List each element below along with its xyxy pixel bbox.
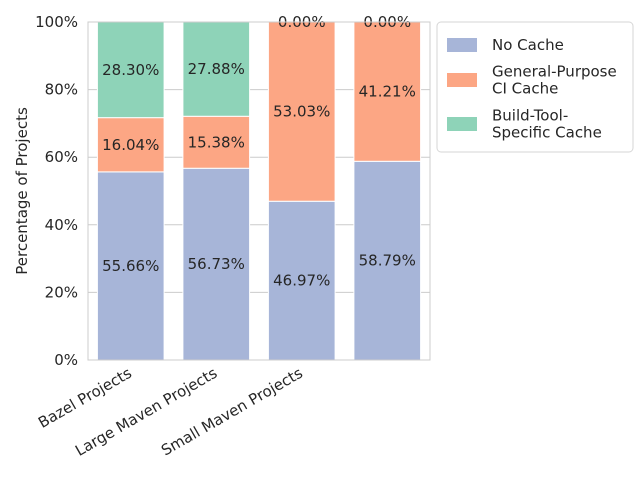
data-label: 46.97% xyxy=(273,272,330,290)
data-label: 16.04% xyxy=(102,136,159,154)
y-tick-label: 20% xyxy=(45,283,78,301)
bar-segment xyxy=(96,117,165,173)
y-axis-label: Percentage of Projects xyxy=(13,107,31,275)
legend-entry: General-Purpose CI Cache xyxy=(492,63,617,98)
legend-entry: Build-Tool-Specific Cache xyxy=(492,107,602,142)
data-label: 56.73% xyxy=(188,255,245,273)
legend-swatch xyxy=(447,117,477,131)
bar-segment xyxy=(267,200,336,361)
data-labels: 55.66% 16.04% 28.30% 56.73% 15.38% 27.88% 46.9… xyxy=(102,13,416,290)
legend-box xyxy=(436,21,634,153)
bar-segment xyxy=(182,167,251,361)
data-label: 58.79% xyxy=(359,252,416,270)
x-tick-label: Small Maven Projects xyxy=(158,364,306,460)
y-tick-label: 80% xyxy=(45,81,78,99)
y-tick-label: 100% xyxy=(35,13,78,31)
legend-swatch xyxy=(447,73,477,87)
data-label: 53.03% xyxy=(273,103,330,121)
data-label: 28.30% xyxy=(102,61,159,79)
data-label: 27.88% xyxy=(188,60,245,78)
legend: No Cache General-Purpose CI Cache Build-Too… xyxy=(436,21,634,153)
bar-segment xyxy=(96,21,165,119)
data-label: 15.38% xyxy=(188,133,245,151)
y-tick-label: 40% xyxy=(45,216,78,234)
y-tick-label: 0% xyxy=(54,351,78,369)
bar-segment xyxy=(182,115,251,169)
bar-segment xyxy=(353,160,422,361)
legend-swatch xyxy=(447,38,477,52)
bars xyxy=(96,21,422,361)
bar-segment xyxy=(182,21,251,117)
y-tick-label: 60% xyxy=(45,148,78,166)
bar-segment xyxy=(267,21,336,202)
data-label: 55.66% xyxy=(102,257,159,275)
bar-segment xyxy=(353,21,422,162)
x-tick-label: Large Maven Projects xyxy=(72,364,220,460)
data-label: 41.21% xyxy=(359,83,416,101)
legend-entry: No Cache xyxy=(492,36,564,54)
plot-frame xyxy=(87,21,431,361)
